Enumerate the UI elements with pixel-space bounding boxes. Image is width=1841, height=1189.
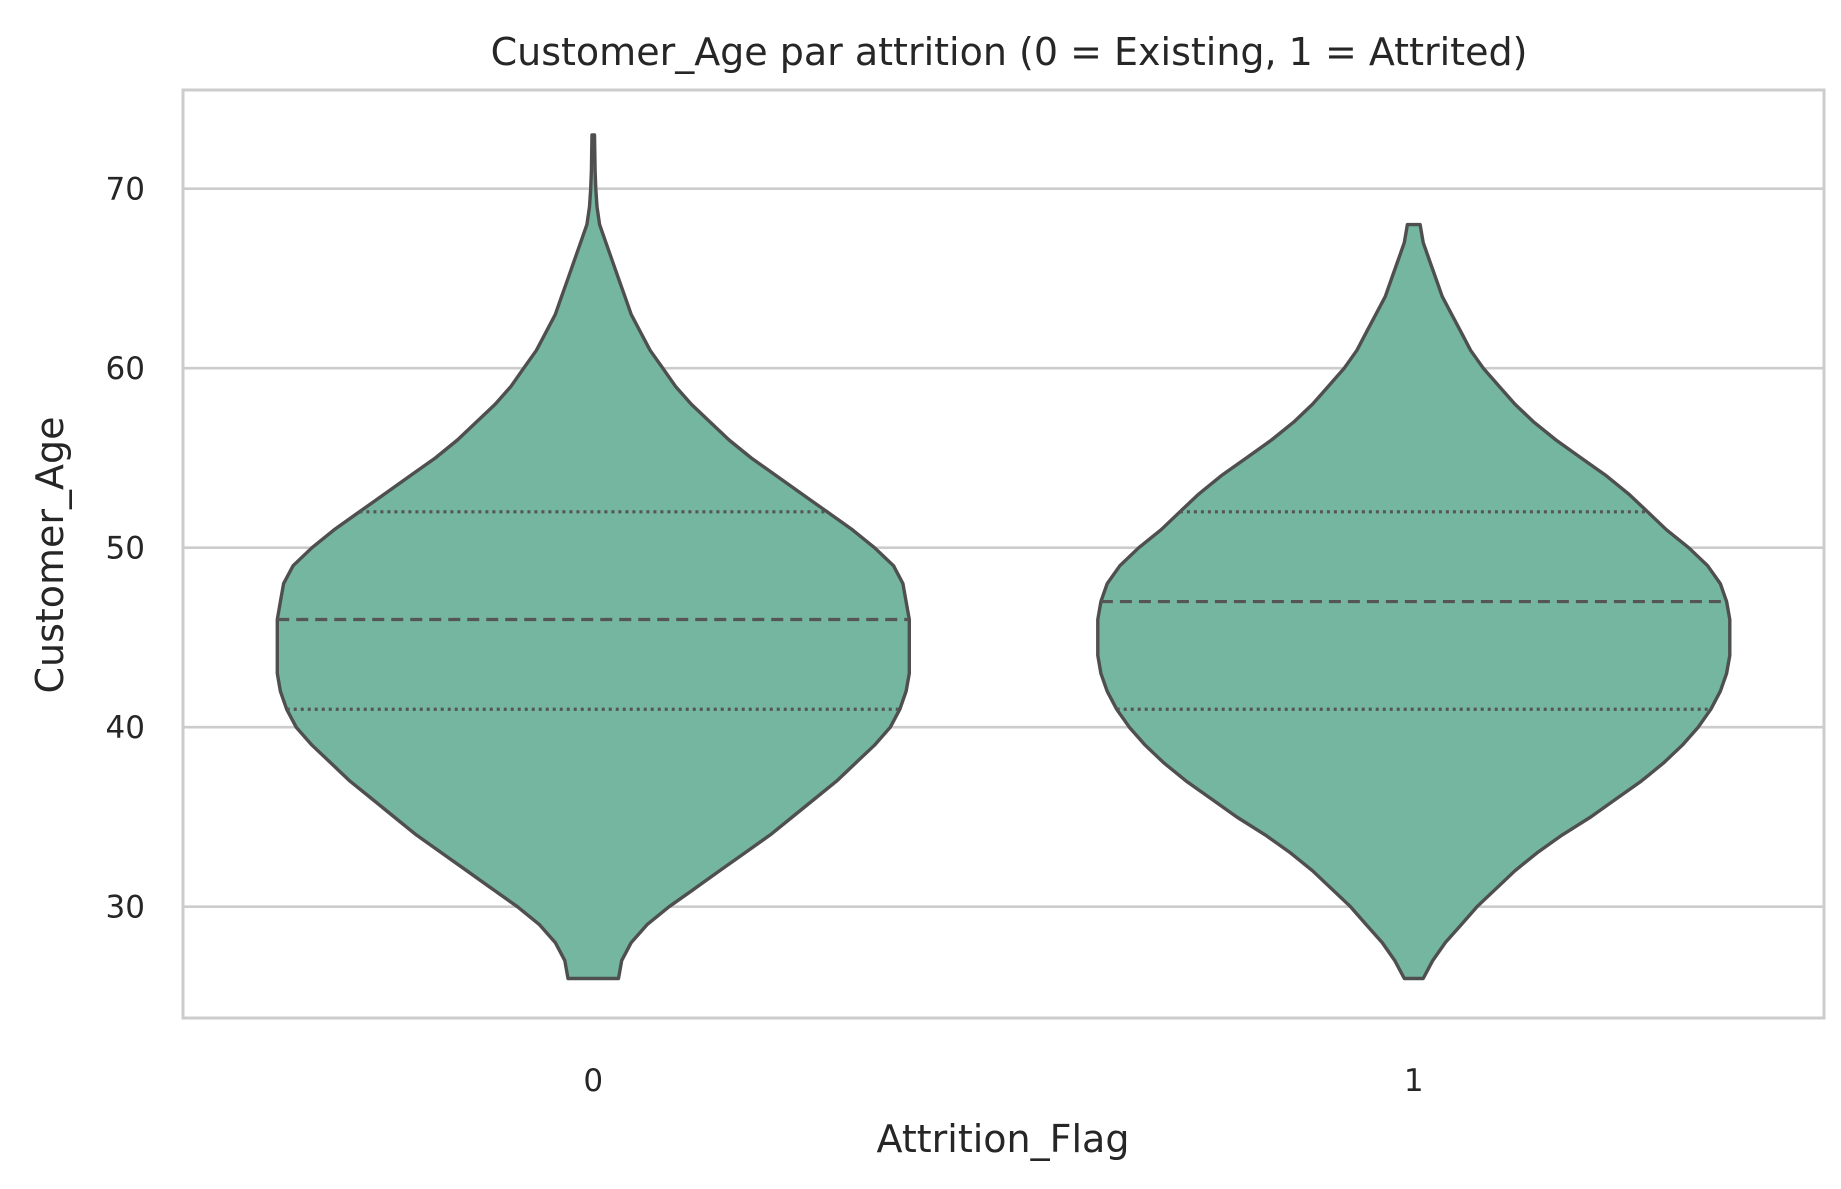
y-tick-label-50: 50 [106, 531, 145, 567]
y-axis-label: Customer_Age [28, 416, 72, 693]
y-tick-labels: 30 40 50 60 70 [106, 172, 145, 926]
x-tick-label-1: 1 [1404, 1063, 1424, 1099]
violins [275, 133, 1732, 981]
y-tick-label-40: 40 [106, 710, 145, 746]
y-tick-label-60: 60 [106, 351, 145, 387]
plot-frame [181, 88, 1826, 1020]
x-axis-label: Attrition_Flag [877, 1117, 1130, 1161]
violin-0 [275, 133, 911, 981]
y-tick-label-70: 70 [106, 172, 145, 208]
chart-title: Customer_Age par attrition (0 = Existing… [491, 30, 1528, 74]
x-tick-label-0: 0 [583, 1063, 603, 1099]
y-tick-label-30: 30 [106, 890, 145, 926]
